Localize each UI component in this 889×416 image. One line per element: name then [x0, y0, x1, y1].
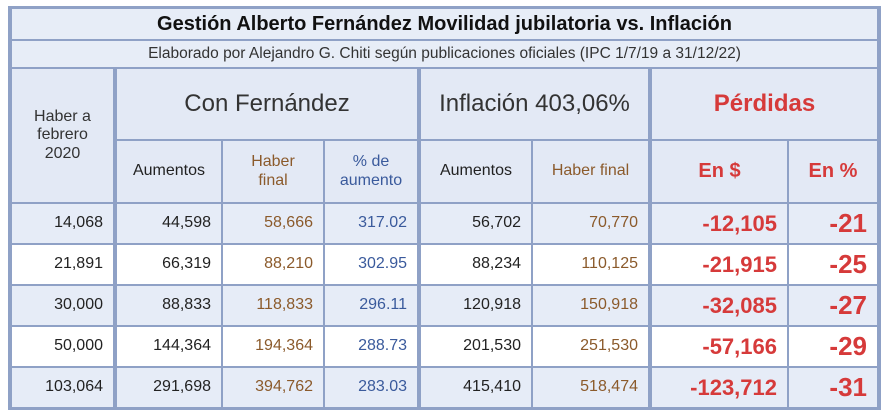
cell-haber: 50,000	[12, 327, 113, 366]
cell-aumentos: 66,319	[117, 245, 221, 284]
cell-inf-haber-final: 150,918	[533, 286, 648, 325]
cell-haber: 14,068	[12, 204, 113, 243]
cell-aumentos: 44,598	[117, 204, 221, 243]
cell-haber-final: 118,833	[223, 286, 323, 325]
cell-inf-aumentos: 201,530	[421, 327, 531, 366]
cell-inf-haber-final: 110,125	[533, 245, 648, 284]
cell-perdida-pesos: -12,105	[652, 204, 787, 243]
header-haber-final-inflacion: Haber final	[533, 141, 648, 202]
cell-pct: 283.03	[325, 368, 417, 407]
header-perdida-pct: En %	[789, 141, 877, 202]
cell-perdida-pesos: -57,166	[652, 327, 787, 366]
cell-haber-final: 194,364	[223, 327, 323, 366]
cell-perdida-pct: -29	[789, 327, 877, 366]
cell-inf-aumentos: 415,410	[421, 368, 531, 407]
table-subtitle: Elaborado por Alejandro G. Chiti según p…	[12, 41, 877, 67]
cell-inf-haber-final: 518,474	[533, 368, 648, 407]
cell-inf-haber-final: 70,770	[533, 204, 648, 243]
cell-haber: 103,064	[12, 368, 113, 407]
cell-perdida-pesos: -21,915	[652, 245, 787, 284]
cell-inf-aumentos: 56,702	[421, 204, 531, 243]
cell-perdida-pesos: -32,085	[652, 286, 787, 325]
header-con-fernandez: Con Fernández	[117, 69, 417, 139]
cell-perdida-pct: -27	[789, 286, 877, 325]
cell-aumentos: 88,833	[117, 286, 221, 325]
cell-perdida-pct: -21	[789, 204, 877, 243]
cell-perdida-pct: -31	[789, 368, 877, 407]
cell-haber: 21,891	[12, 245, 113, 284]
cell-pct: 317.02	[325, 204, 417, 243]
header-inflacion: Inflación 403,06%	[421, 69, 648, 139]
movilidad-table: Gestión Alberto Fernández Movilidad jubi…	[8, 6, 881, 410]
header-perdidas: Pérdidas	[652, 69, 877, 139]
cell-haber-final: 88,210	[223, 245, 323, 284]
cell-inf-haber-final: 251,530	[533, 327, 648, 366]
cell-perdida-pesos: -123,712	[652, 368, 787, 407]
cell-haber-final: 58,666	[223, 204, 323, 243]
cell-aumentos: 291,698	[117, 368, 221, 407]
cell-pct: 296.11	[325, 286, 417, 325]
cell-haber-final: 394,762	[223, 368, 323, 407]
cell-pct: 288.73	[325, 327, 417, 366]
cell-haber: 30,000	[12, 286, 113, 325]
header-perdida-pesos: En $	[652, 141, 787, 202]
header-haber-final: Haber final	[223, 141, 323, 202]
cell-inf-aumentos: 120,918	[421, 286, 531, 325]
header-aumentos-inflacion: Aumentos	[421, 141, 531, 202]
cell-perdida-pct: -25	[789, 245, 877, 284]
header-aumentos: Aumentos	[117, 141, 221, 202]
header-pct-aumento: % de aumento	[325, 141, 417, 202]
cell-aumentos: 144,364	[117, 327, 221, 366]
header-haber-febrero: Haber a febrero 2020	[12, 69, 113, 202]
table-title: Gestión Alberto Fernández Movilidad jubi…	[12, 9, 877, 39]
cell-pct: 302.95	[325, 245, 417, 284]
cell-inf-aumentos: 88,234	[421, 245, 531, 284]
